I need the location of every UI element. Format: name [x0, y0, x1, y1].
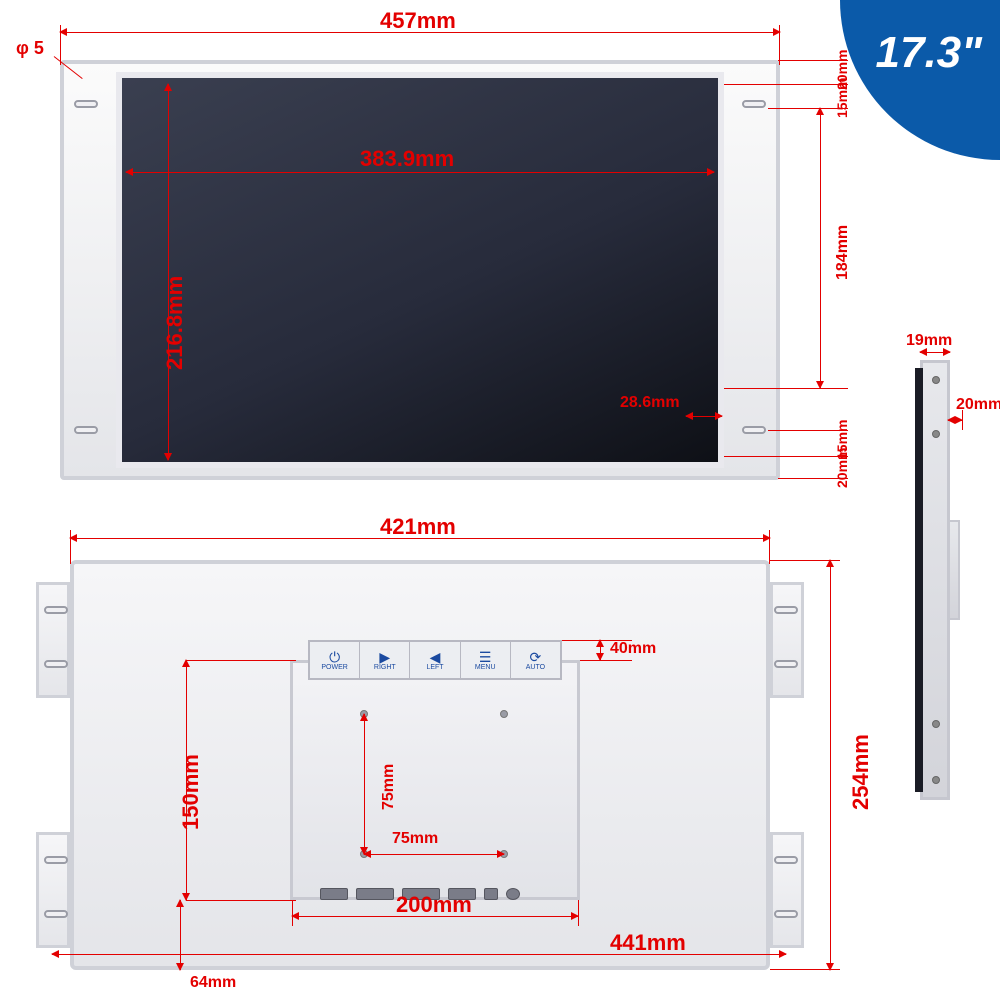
mount-flange	[36, 832, 70, 948]
btn-label: LEFT	[426, 664, 443, 671]
dim-arrow	[364, 714, 365, 854]
osd-button-power[interactable]: ⏻POWER	[310, 642, 360, 678]
dim-r-184: 184mm	[834, 225, 852, 280]
dim-back-64: 64mm	[190, 974, 236, 992]
btn-label: RIGHT	[374, 664, 396, 671]
port	[484, 888, 498, 900]
ext-line	[70, 530, 71, 564]
dim-r-286: 28.6mm	[620, 394, 680, 412]
dim-back-254: 254mm	[848, 734, 874, 810]
port	[356, 888, 394, 900]
ext-line	[186, 660, 296, 661]
screw-icon	[932, 430, 940, 438]
mount-slot	[44, 606, 68, 614]
screw-icon	[932, 720, 940, 728]
mount-slot	[742, 100, 766, 108]
dim-arrow	[126, 172, 714, 173]
power-icon: ⏻	[329, 650, 340, 664]
dim-arrow	[920, 352, 950, 353]
ext-line	[60, 25, 61, 65]
mount-slot	[44, 660, 68, 668]
ext-line	[724, 456, 848, 457]
left-icon: ◀	[430, 650, 441, 664]
btn-label: POWER	[321, 664, 347, 671]
osd-button-auto[interactable]: ⟳AUTO	[511, 642, 560, 678]
side-front-edge	[915, 368, 923, 792]
screw-icon	[932, 776, 940, 784]
side-view: 19mm 20mm	[900, 360, 960, 800]
dim-screen-width: 383.9mm	[360, 146, 454, 172]
mount-slot	[74, 426, 98, 434]
vesa-hole	[500, 710, 508, 718]
dim-back-75v: 75mm	[380, 764, 398, 810]
dim-overall-width: 457mm	[380, 8, 456, 34]
dim-arrow	[686, 416, 722, 417]
mount-flange	[36, 582, 70, 698]
side-bump	[950, 520, 960, 620]
osd-button-strip: ⏻POWER ▶RIGHT ◀LEFT ☰MENU ⟳AUTO	[308, 640, 562, 680]
mount-flange	[770, 832, 804, 948]
dim-arrow	[820, 108, 821, 388]
dim-phi: φ 5	[16, 38, 44, 59]
osd-button-right[interactable]: ▶RIGHT	[360, 642, 410, 678]
ext-line	[724, 84, 848, 85]
dim-r-15a: 15mm	[834, 78, 850, 118]
dim-arrow	[830, 560, 831, 970]
mount-flange	[770, 582, 804, 698]
dim-back-75h: 75mm	[392, 830, 438, 848]
mount-slot	[774, 606, 798, 614]
dim-arrow	[180, 900, 181, 970]
dim-arrow	[948, 420, 962, 421]
ext-line	[580, 660, 632, 661]
dim-back-40: 40mm	[610, 640, 656, 658]
size-badge-text: 17.3"	[876, 28, 983, 78]
ext-line	[770, 560, 840, 561]
mount-slot	[44, 910, 68, 918]
dim-back-200: 200mm	[396, 892, 472, 918]
back-panel	[290, 660, 580, 900]
mount-slot	[44, 856, 68, 864]
mount-slot	[74, 100, 98, 108]
mount-slot	[774, 910, 798, 918]
dim-back-441: 441mm	[610, 930, 686, 956]
menu-icon: ☰	[479, 650, 492, 664]
dim-arrow	[600, 640, 601, 660]
ext-line	[578, 900, 579, 926]
btn-label: AUTO	[526, 664, 545, 671]
dim-r-20b: 20mm	[834, 448, 850, 488]
mount-slot	[774, 856, 798, 864]
right-icon: ▶	[379, 650, 390, 664]
dim-arrow	[168, 84, 169, 460]
screw-icon	[932, 376, 940, 384]
ext-line	[770, 969, 840, 970]
osd-button-left[interactable]: ◀LEFT	[410, 642, 460, 678]
btn-label: MENU	[475, 664, 496, 671]
ext-line	[724, 388, 848, 389]
size-badge: 17.3"	[840, 0, 1000, 160]
dim-arrow	[364, 854, 504, 855]
ext-line	[292, 900, 293, 926]
mount-slot	[742, 426, 766, 434]
ext-line	[186, 900, 296, 901]
ext-line	[962, 410, 963, 430]
dim-back-top: 421mm	[380, 514, 456, 540]
dim-screen-height: 216.8mm	[162, 276, 188, 370]
dim-back-150: 150mm	[178, 754, 204, 830]
back-view: ⏻POWER ▶RIGHT ◀LEFT ☰MENU ⟳AUTO 421mm 40…	[70, 560, 770, 970]
ext-line	[779, 25, 780, 65]
mount-slot	[774, 660, 798, 668]
auto-icon: ⟳	[530, 650, 542, 664]
port	[506, 888, 520, 900]
osd-button-menu[interactable]: ☰MENU	[461, 642, 511, 678]
side-body	[920, 360, 950, 800]
ext-line	[769, 530, 770, 564]
port	[320, 888, 348, 900]
front-view: 457mm φ 5 383.9mm 216.8mm 20mm 15mm 184m…	[60, 60, 780, 480]
